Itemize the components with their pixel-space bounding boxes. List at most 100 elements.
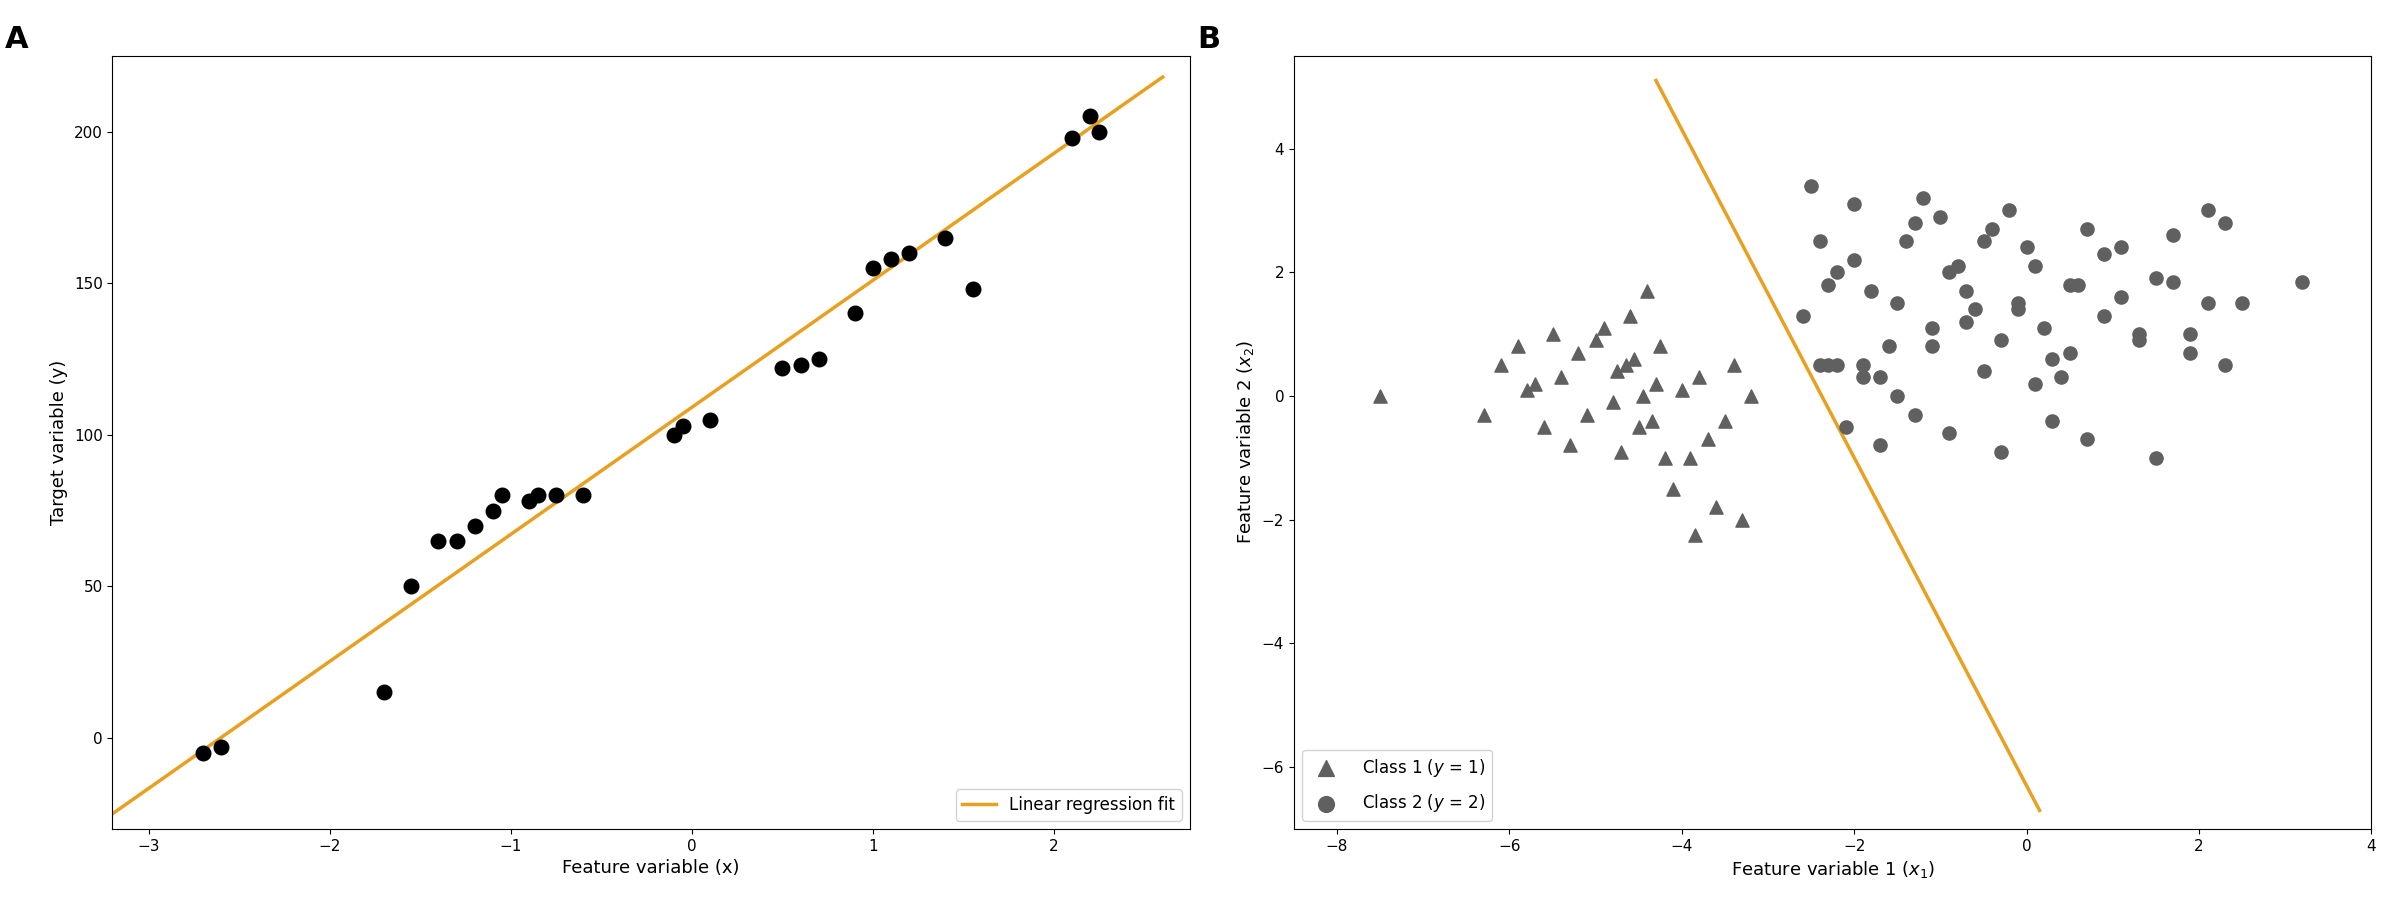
Class 2 ($y$ = 2) xyxy=(2034,351,2072,366)
Point xyxy=(510,494,548,508)
Class 2 ($y$ = 2) xyxy=(2204,358,2243,372)
Class 1 ($y$ = 1) xyxy=(1688,432,1726,447)
Point xyxy=(392,579,430,594)
Class 1 ($y$ = 1) xyxy=(1606,358,1644,372)
Point xyxy=(762,360,801,375)
Class 2 ($y$ = 2) xyxy=(1834,252,1873,267)
Class 1 ($y$ = 1) xyxy=(1599,364,1637,379)
Class 2 ($y$ = 2) xyxy=(2137,450,2176,465)
Class 1 ($y$ = 1) xyxy=(1724,512,1762,527)
Class 1 ($y$ = 1) xyxy=(1594,395,1632,410)
Class 2 ($y$ = 2) xyxy=(2154,274,2192,289)
Point xyxy=(926,231,964,245)
Class 1 ($y$ = 1) xyxy=(1507,382,1546,397)
Class 2 ($y$ = 2) xyxy=(1817,265,1856,280)
Point xyxy=(853,261,892,275)
Point xyxy=(1053,131,1091,145)
Class 2 ($y$ = 2) xyxy=(1957,302,1995,317)
Class 2 ($y$ = 2) xyxy=(2101,241,2140,255)
Point xyxy=(664,419,702,433)
Point xyxy=(536,489,575,503)
X-axis label: Feature variable 1 ($x_1$): Feature variable 1 ($x_1$) xyxy=(1731,859,1935,880)
Class 1 ($y$ = 1) xyxy=(1676,528,1714,542)
Point xyxy=(837,306,875,321)
Class 2 ($y$ = 2) xyxy=(1981,333,2019,348)
Class 1 ($y$ = 1) xyxy=(1731,389,1769,403)
Class 2 ($y$ = 2) xyxy=(1914,340,1952,354)
Class 2 ($y$ = 2) xyxy=(1878,296,1916,311)
Class 1 ($y$ = 1) xyxy=(1498,340,1536,354)
Class 2 ($y$ = 2) xyxy=(1930,426,1969,440)
Class 2 ($y$ = 2) xyxy=(2067,222,2106,236)
Point xyxy=(690,412,728,427)
Class 2 ($y$ = 2) xyxy=(2017,376,2055,390)
Class 1 ($y$ = 1) xyxy=(1577,333,1615,348)
Class 2 ($y$ = 2) xyxy=(2024,321,2063,335)
Point xyxy=(889,245,928,260)
Class 2 ($y$ = 2) xyxy=(1844,370,1882,385)
Class 2 ($y$ = 2) xyxy=(1784,309,1822,323)
Class 2 ($y$ = 2) xyxy=(1810,358,1849,372)
Class 2 ($y$ = 2) xyxy=(2007,241,2046,255)
Class 2 ($y$ = 2) xyxy=(1904,191,1942,205)
Class 2 ($y$ = 2) xyxy=(1938,259,1976,273)
Y-axis label: Feature variable 2 ($x_2$): Feature variable 2 ($x_2$) xyxy=(1236,340,1257,545)
Class 1 ($y$ = 1) xyxy=(1541,370,1579,385)
Class 2 ($y$ = 2) xyxy=(2171,345,2209,360)
Class 2 ($y$ = 2) xyxy=(2284,274,2322,289)
Class 1 ($y$ = 1) xyxy=(1714,358,1753,372)
Class 2 ($y$ = 2) xyxy=(2067,432,2106,447)
Point xyxy=(1072,109,1111,123)
Class 2 ($y$ = 2) xyxy=(1791,178,1829,192)
Y-axis label: Target variable (y): Target variable (y) xyxy=(50,360,67,525)
Class 1 ($y$ = 1) xyxy=(1601,444,1640,459)
Text: A: A xyxy=(5,25,29,54)
Class 2 ($y$ = 2) xyxy=(1894,408,1933,422)
Class 2 ($y$ = 2) xyxy=(1998,296,2036,311)
Class 2 ($y$ = 2) xyxy=(2084,246,2123,261)
Class 1 ($y$ = 1) xyxy=(1628,283,1666,298)
Class 1 ($y$ = 1) xyxy=(1560,345,1599,360)
Class 2 ($y$ = 2) xyxy=(1817,358,1856,372)
Class 2 ($y$ = 2) xyxy=(1827,419,1866,434)
Class 2 ($y$ = 2) xyxy=(2060,277,2099,291)
Point xyxy=(483,489,522,503)
Class 2 ($y$ = 2) xyxy=(1921,210,1959,224)
Class 1 ($y$ = 1) xyxy=(1623,389,1661,403)
Class 2 ($y$ = 2) xyxy=(1844,358,1882,372)
Class 2 ($y$ = 2) xyxy=(2034,413,2072,428)
Point xyxy=(474,503,512,518)
Class 2 ($y$ = 2) xyxy=(2051,277,2089,291)
Point xyxy=(365,686,404,700)
Class 2 ($y$ = 2) xyxy=(2051,345,2089,360)
Class 2 ($y$ = 2) xyxy=(1851,283,1890,298)
Point xyxy=(873,252,911,266)
Class 2 ($y$ = 2) xyxy=(2188,203,2226,218)
Class 1 ($y$ = 1) xyxy=(1584,321,1623,335)
Legend: Class 1 ($y$ = 1), Class 2 ($y$ = 2): Class 1 ($y$ = 1), Class 2 ($y$ = 2) xyxy=(1303,750,1493,821)
X-axis label: Feature variable (x): Feature variable (x) xyxy=(563,859,740,877)
Class 1 ($y$ = 1) xyxy=(1481,358,1519,372)
Class 2 ($y$ = 2) xyxy=(1801,358,1839,372)
Point xyxy=(202,740,240,755)
Class 2 ($y$ = 2) xyxy=(1878,389,1916,403)
Class 2 ($y$ = 2) xyxy=(2101,290,2140,304)
Class 2 ($y$ = 2) xyxy=(1964,364,2003,379)
Class 1 ($y$ = 1) xyxy=(1680,370,1719,385)
Class 1 ($y$ = 1) xyxy=(1707,413,1745,428)
Text: B: B xyxy=(1197,25,1221,54)
Class 2 ($y$ = 2) xyxy=(2188,296,2226,311)
Class 2 ($y$ = 2) xyxy=(2137,271,2176,286)
Class 1 ($y$ = 1) xyxy=(1517,376,1555,390)
Class 2 ($y$ = 2) xyxy=(1870,340,1909,354)
Class 2 ($y$ = 2) xyxy=(1810,277,1849,291)
Legend: Linear regression fit: Linear regression fit xyxy=(957,789,1183,821)
Point xyxy=(183,745,221,760)
Class 1 ($y$ = 1) xyxy=(1361,389,1399,403)
Class 2 ($y$ = 2) xyxy=(1894,215,1933,230)
Class 1 ($y$ = 1) xyxy=(1654,481,1692,496)
Class 1 ($y$ = 1) xyxy=(1620,419,1659,434)
Class 2 ($y$ = 2) xyxy=(2120,333,2159,348)
Class 2 ($y$ = 2) xyxy=(1974,222,2012,236)
Class 2 ($y$ = 2) xyxy=(1981,444,2019,459)
